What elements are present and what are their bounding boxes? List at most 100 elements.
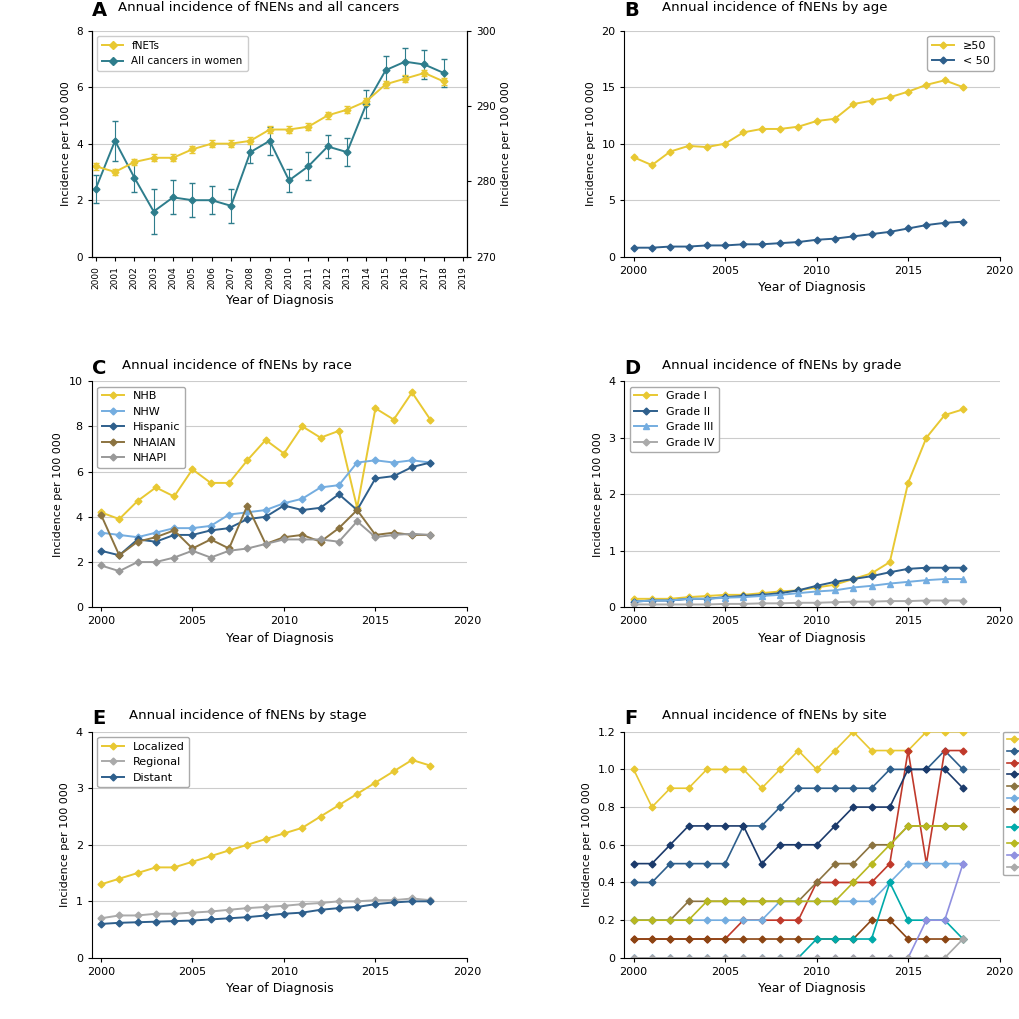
Text: A: A [92, 1, 107, 20]
NHB [150, 481, 162, 493]
Hispanic [369, 472, 381, 484]
Liver [700, 952, 712, 964]
NHB [387, 414, 399, 426]
Line: Reproduc-
tive system: Reproduc- tive system [631, 880, 965, 960]
Y-axis label: Incidence per 100 000: Incidence per 100 000 [582, 783, 592, 907]
Rectum [737, 820, 749, 833]
Liver [828, 952, 841, 964]
Localized [113, 872, 125, 884]
NHAPI [259, 538, 271, 550]
Stomach [682, 914, 694, 926]
Text: E: E [92, 709, 105, 728]
Rectum [846, 783, 858, 795]
Localized [351, 788, 363, 800]
Rectum [663, 858, 676, 870]
Grade I [810, 582, 822, 594]
Grade IV [700, 598, 712, 610]
Stomach [718, 914, 731, 926]
Localized [186, 856, 199, 868]
Text: B: B [624, 1, 639, 20]
Cecum [919, 820, 931, 833]
Grade I [755, 587, 767, 599]
NHAIAN [369, 529, 381, 541]
NHW [369, 454, 381, 467]
Lung [773, 763, 786, 775]
Cecum [773, 896, 786, 908]
Pancreas [792, 896, 804, 908]
Hispanic [205, 525, 217, 537]
Cecum [663, 914, 676, 926]
Distant [424, 896, 436, 908]
Distant [314, 904, 326, 916]
Cecum [828, 896, 841, 908]
Text: D: D [624, 359, 640, 377]
Colon [792, 933, 804, 946]
Hispanic [296, 504, 308, 517]
Regional [424, 894, 436, 906]
NHW [351, 457, 363, 469]
Stomach [937, 858, 950, 870]
Reproduc-
tive system [937, 914, 950, 926]
Grade II [901, 562, 913, 575]
Grade III [627, 595, 639, 607]
Cecum [755, 896, 767, 908]
Cecum [901, 820, 913, 833]
Line: Lung: Lung [631, 730, 965, 809]
≥50 [737, 126, 749, 139]
Lung [700, 763, 712, 775]
≥50 [682, 140, 694, 152]
NHAIAN [168, 525, 180, 537]
Localized [131, 867, 144, 879]
Hispanic [332, 488, 344, 500]
Y-axis label: Incidence per 100 000: Incidence per 100 000 [500, 82, 511, 206]
NHW [387, 457, 399, 469]
Cecum [864, 858, 876, 870]
Localized [314, 810, 326, 822]
≥50 [846, 98, 858, 110]
Grade IV [663, 598, 676, 610]
NHW [406, 454, 418, 467]
X-axis label: Year of Diagnosis: Year of Diagnosis [225, 294, 333, 307]
Grade I [627, 593, 639, 605]
Regional [314, 897, 326, 909]
Localized [387, 765, 399, 777]
Grade II [792, 584, 804, 596]
Grade I [773, 585, 786, 597]
Lung [956, 726, 968, 738]
Lung [846, 726, 858, 738]
NHAIAN [314, 536, 326, 548]
Cecum [645, 914, 657, 926]
Rectum [792, 783, 804, 795]
Grade II [682, 593, 694, 605]
Localized [95, 878, 107, 891]
< 50 [663, 240, 676, 253]
Grade III [700, 593, 712, 605]
Regional [332, 896, 344, 908]
Lung [792, 745, 804, 757]
Rectum [956, 763, 968, 775]
Small intestine [882, 801, 895, 813]
NHW [150, 527, 162, 539]
< 50 [627, 242, 639, 254]
NHW [205, 520, 217, 532]
Breast [919, 914, 931, 926]
Rectum [937, 745, 950, 757]
Localized [406, 754, 418, 766]
NHB [314, 432, 326, 444]
Text: Annual incidence of fNENs by stage: Annual incidence of fNENs by stage [129, 709, 367, 722]
Regional [95, 912, 107, 924]
NHW [131, 531, 144, 543]
≥50 [901, 86, 913, 98]
Line: Rectum: Rectum [631, 748, 965, 884]
Breast [864, 952, 876, 964]
Lung [919, 726, 931, 738]
Liver [937, 952, 950, 964]
Regional [168, 908, 180, 920]
Breast [882, 952, 895, 964]
Grade III [663, 594, 676, 606]
NHAIAN [277, 531, 289, 543]
Grade II [755, 589, 767, 601]
NHAIAN [406, 529, 418, 541]
Reproduc-
tive system [773, 952, 786, 964]
Pancreas [737, 896, 749, 908]
